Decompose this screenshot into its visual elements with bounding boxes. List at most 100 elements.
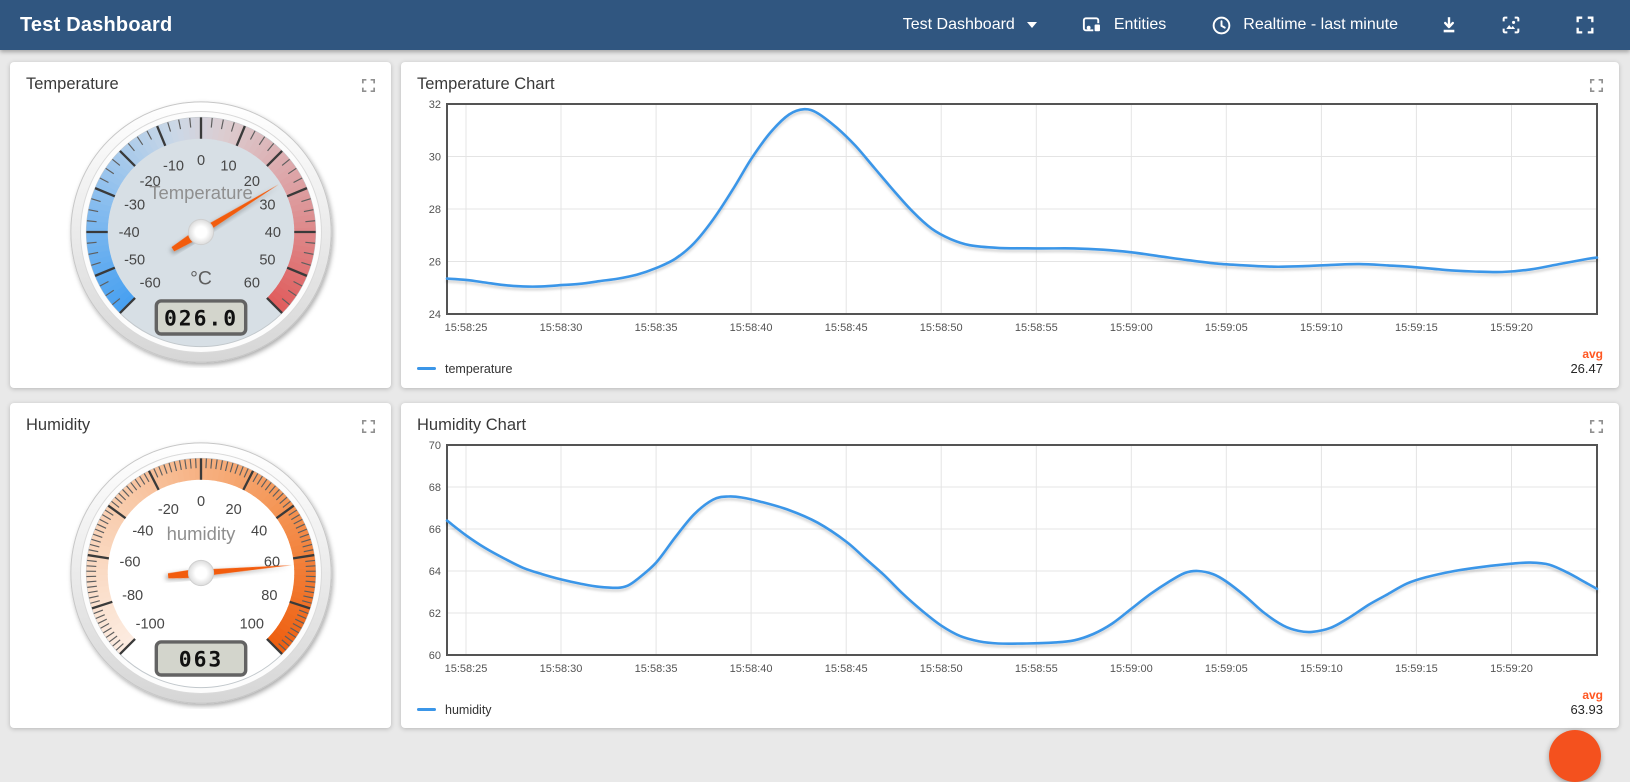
- widget-header: Temperature Chart: [401, 62, 1619, 94]
- chart-legend: avg humidity 63.93: [401, 684, 1619, 717]
- svg-text:15:58:45: 15:58:45: [825, 322, 868, 334]
- svg-text:15:58:55: 15:58:55: [1015, 322, 1058, 334]
- entities-label: Entities: [1114, 16, 1166, 34]
- svg-text:-30: -30: [124, 197, 145, 213]
- svg-text:15:59:15: 15:59:15: [1395, 663, 1438, 675]
- expand-widget-icon[interactable]: [1588, 77, 1605, 94]
- svg-text:15:59:15: 15:59:15: [1395, 322, 1438, 334]
- svg-text:20: 20: [225, 502, 241, 518]
- svg-text:100: 100: [239, 617, 263, 633]
- legend-row: humidity 63.93: [417, 702, 1603, 717]
- svg-text:68: 68: [429, 482, 441, 494]
- svg-text:-50: -50: [124, 252, 145, 268]
- svg-text:0: 0: [196, 153, 204, 169]
- svg-text:30: 30: [429, 152, 441, 164]
- svg-text:80: 80: [261, 588, 277, 604]
- chevron-down-icon: [1027, 22, 1037, 28]
- expand-widget-icon[interactable]: [1588, 418, 1605, 435]
- svg-text:-60: -60: [119, 555, 140, 571]
- screenshot-icon: [1500, 14, 1522, 36]
- series-name: humidity: [445, 703, 492, 717]
- legend-agg-value: 26.47: [1570, 361, 1603, 376]
- svg-text:15:59:20: 15:59:20: [1490, 322, 1533, 334]
- legend-row: temperature 26.47: [417, 361, 1603, 376]
- svg-text:-80: -80: [122, 588, 143, 604]
- widget-header: Temperature: [10, 62, 391, 94]
- screenshot-button[interactable]: [1500, 14, 1522, 36]
- svg-text:15:58:35: 15:58:35: [635, 322, 678, 334]
- svg-text:-40: -40: [132, 524, 153, 540]
- svg-text:15:59:00: 15:59:00: [1110, 322, 1153, 334]
- svg-text:Temperature: Temperature: [149, 182, 253, 203]
- widget-header: Humidity: [10, 403, 391, 435]
- svg-text:humidity: humidity: [166, 523, 235, 544]
- series-name: temperature: [445, 362, 512, 376]
- svg-text:15:58:30: 15:58:30: [540, 663, 583, 675]
- legend-item-temperature[interactable]: temperature: [417, 362, 512, 376]
- svg-text:15:58:35: 15:58:35: [635, 663, 678, 675]
- svg-text:15:58:50: 15:58:50: [920, 322, 963, 334]
- legend-header-row: avg: [417, 347, 1603, 361]
- svg-text:-100: -100: [135, 617, 164, 633]
- svg-text:40: 40: [251, 524, 267, 540]
- svg-text:15:58:45: 15:58:45: [825, 663, 868, 675]
- svg-text:40: 40: [264, 225, 280, 241]
- svg-text:026.0: 026.0: [163, 306, 237, 331]
- expand-widget-icon[interactable]: [360, 77, 377, 94]
- svg-text:64: 64: [429, 566, 441, 578]
- svg-text:15:58:40: 15:58:40: [730, 663, 773, 675]
- legend-agg-header: avg: [1582, 347, 1603, 361]
- svg-text:-40: -40: [118, 225, 139, 241]
- svg-text:10: 10: [220, 158, 236, 174]
- fullscreen-button[interactable]: [1574, 14, 1596, 36]
- svg-text:-10: -10: [162, 158, 183, 174]
- svg-text:70: 70: [429, 440, 441, 452]
- series-swatch: [417, 708, 436, 711]
- svg-text:28: 28: [429, 204, 441, 216]
- svg-text:15:58:40: 15:58:40: [730, 322, 773, 334]
- svg-text:62: 62: [429, 608, 441, 620]
- svg-text:66: 66: [429, 524, 441, 536]
- legend-agg-value: 63.93: [1570, 702, 1603, 717]
- svg-text:15:58:25: 15:58:25: [445, 663, 488, 675]
- svg-text:15:58:55: 15:58:55: [1015, 663, 1058, 675]
- entities-icon: [1081, 14, 1104, 37]
- svg-text:15:59:10: 15:59:10: [1300, 663, 1343, 675]
- svg-text:-20: -20: [157, 502, 178, 518]
- series-swatch: [417, 367, 436, 370]
- svg-text:063: 063: [178, 647, 222, 672]
- legend-item-humidity[interactable]: humidity: [417, 703, 492, 717]
- legend-header-row: avg: [417, 688, 1603, 702]
- edit-dashboard-fab[interactable]: [1549, 730, 1601, 782]
- svg-text:32: 32: [429, 99, 441, 111]
- timewindow-label: Realtime - last minute: [1243, 16, 1398, 34]
- chart-legend: avg temperature 26.47: [401, 343, 1619, 376]
- svg-text:15:58:30: 15:58:30: [540, 322, 583, 334]
- widget-header: Humidity Chart: [401, 403, 1619, 435]
- svg-text:°C: °C: [190, 267, 212, 289]
- widget-title: Humidity: [26, 416, 360, 435]
- timewindow-button[interactable]: Realtime - last minute: [1210, 14, 1398, 37]
- svg-text:15:58:50: 15:58:50: [920, 663, 963, 675]
- svg-text:30: 30: [259, 197, 275, 213]
- expand-widget-icon[interactable]: [360, 418, 377, 435]
- svg-text:0: 0: [196, 494, 204, 510]
- download-dashboard-button[interactable]: [1438, 14, 1460, 36]
- svg-text:15:59:10: 15:59:10: [1300, 322, 1343, 334]
- svg-text:15:58:25: 15:58:25: [445, 322, 488, 334]
- svg-text:15:59:00: 15:59:00: [1110, 663, 1153, 675]
- dashboard-select[interactable]: Test Dashboard: [903, 16, 1037, 34]
- widget-title: Humidity Chart: [417, 416, 1588, 435]
- dashboard-select-label: Test Dashboard: [903, 16, 1015, 34]
- svg-text:15:59:20: 15:59:20: [1490, 663, 1533, 675]
- entities-button[interactable]: Entities: [1081, 14, 1166, 37]
